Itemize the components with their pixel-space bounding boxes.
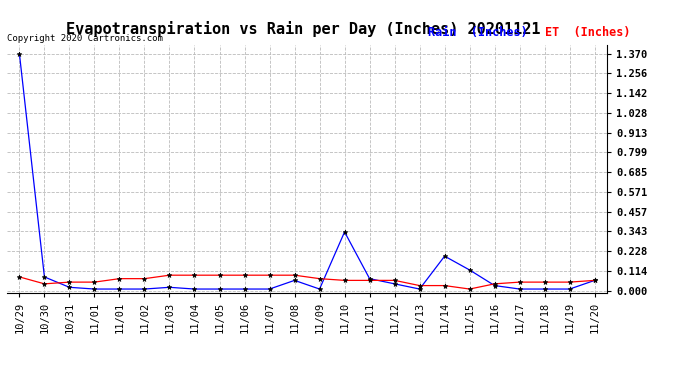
Text: Copyright 2020 Cartronics.com: Copyright 2020 Cartronics.com [7,34,163,43]
Text: Evapotranspiration vs Rain per Day (Inches) 20201121: Evapotranspiration vs Rain per Day (Inch… [66,21,541,37]
Text: Rain  (Inches): Rain (Inches) [428,26,528,39]
Text: ET  (Inches): ET (Inches) [545,26,631,39]
